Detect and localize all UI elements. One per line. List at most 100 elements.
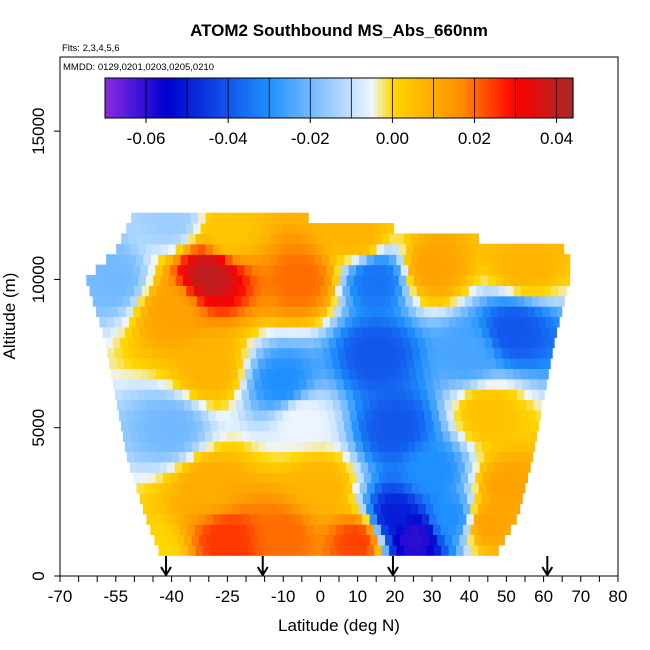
heatmap-cell [421,274,430,286]
heatmap-cell [167,295,176,307]
heatmap-cell [161,534,170,546]
heatmap-cell [513,409,522,421]
heatmap-cell [217,524,226,536]
heatmap-cell [349,285,358,297]
heatmap-cell [406,243,415,255]
heatmap-cell [214,492,223,504]
heatmap-cell [446,368,455,380]
heatmap-cell [256,347,265,359]
heatmap-cell [448,544,457,556]
heatmap-cell [445,306,454,318]
heatmap-cell [452,441,461,453]
heatmap-cell [304,472,313,484]
heatmap-cell [317,513,326,525]
heatmap-cell [237,223,246,235]
colorbar-segment [175,78,180,118]
heatmap-cell [489,441,498,453]
heatmap-cell [347,513,356,525]
heatmap-cell [426,233,435,245]
heatmap-cell [418,503,427,515]
heatmap-cell [421,358,430,369]
heatmap-cell [239,524,248,536]
heatmap-cell [481,358,490,369]
heatmap-cell [367,347,376,359]
heatmap-cell [433,254,442,266]
heatmap-cell [208,451,217,463]
heatmap-cell [288,326,297,338]
heatmap-cell [200,306,209,318]
heatmap-cell [294,212,303,224]
heatmap-cell [516,295,525,307]
heatmap-cell [221,534,230,546]
heatmap-cell [267,306,276,318]
heatmap-cell [133,472,142,484]
heatmap-cell [277,316,286,328]
heatmap-cell [398,243,407,255]
heatmap-cell [213,513,222,525]
heatmap-cell [485,544,494,556]
heatmap-cell [156,285,165,297]
colorbar-segment [194,78,200,118]
heatmap-cell [518,399,527,411]
heatmap-cell [305,285,314,297]
heatmap-cell [235,513,244,525]
heatmap-cell [403,544,412,556]
heatmap-cell [347,534,356,546]
heatmap-cell [377,513,386,525]
colorbar-segment [518,78,523,118]
heatmap-cell [281,264,290,276]
heatmap-cell [519,441,528,453]
colorbar-frame [104,77,574,119]
heatmap-cell [252,368,261,380]
heatmap-cell [302,274,311,286]
heatmap-cell [212,274,221,286]
heatmap-cell [330,461,339,473]
heatmap-cell [527,264,536,276]
heatmap-cell [385,534,394,546]
heatmap-cell [465,243,474,255]
heatmap-cell [386,223,394,235]
heatmap-cell [473,243,482,255]
colorbar-segment [436,78,441,118]
heatmap-cell [364,409,373,421]
colorbar-tick-label: -0.06 [127,129,166,148]
heatmap-cell [325,441,334,453]
heatmap-cell [196,347,205,359]
heatmap-cell [356,472,365,484]
heatmap-cell [95,264,104,276]
heatmap-cell [109,326,119,338]
heatmap-cell [447,378,456,390]
x-tick-label: 10 [348,587,367,606]
heatmap-cell [233,482,242,494]
heatmap-cell [433,233,442,245]
heatmap-cell [314,254,323,266]
colorbar-segment [210,78,215,118]
heatmap-cell [469,451,478,463]
heatmap-cell [500,420,509,432]
heatmap-cell [362,534,371,546]
heatmap-cell [448,316,458,328]
heatmap-cell [230,223,239,235]
heatmap-cell [436,358,445,369]
heatmap-cell [457,389,466,401]
heatmap-cell [528,285,537,297]
heatmap-cell [381,503,390,515]
heatmap-cell [165,233,174,245]
heatmap-cell [468,285,478,297]
heatmap-cell [163,223,172,235]
heatmap-cell [458,358,467,369]
heatmap-cell [389,316,398,328]
heatmap-cell [345,295,354,307]
heatmap-cell [293,295,302,307]
heatmap-cell [163,306,172,318]
heatmap-cell [452,326,461,338]
heatmap-cell [379,285,388,297]
heatmap-cell [265,399,274,411]
heatmap-cell [276,524,285,536]
heatmap-cell [372,451,381,463]
heatmap-cell [154,441,163,453]
heatmap-cell [233,316,242,328]
heatmap-cell [465,430,474,442]
heatmap-cell [240,482,249,494]
heatmap-cell [158,254,167,266]
